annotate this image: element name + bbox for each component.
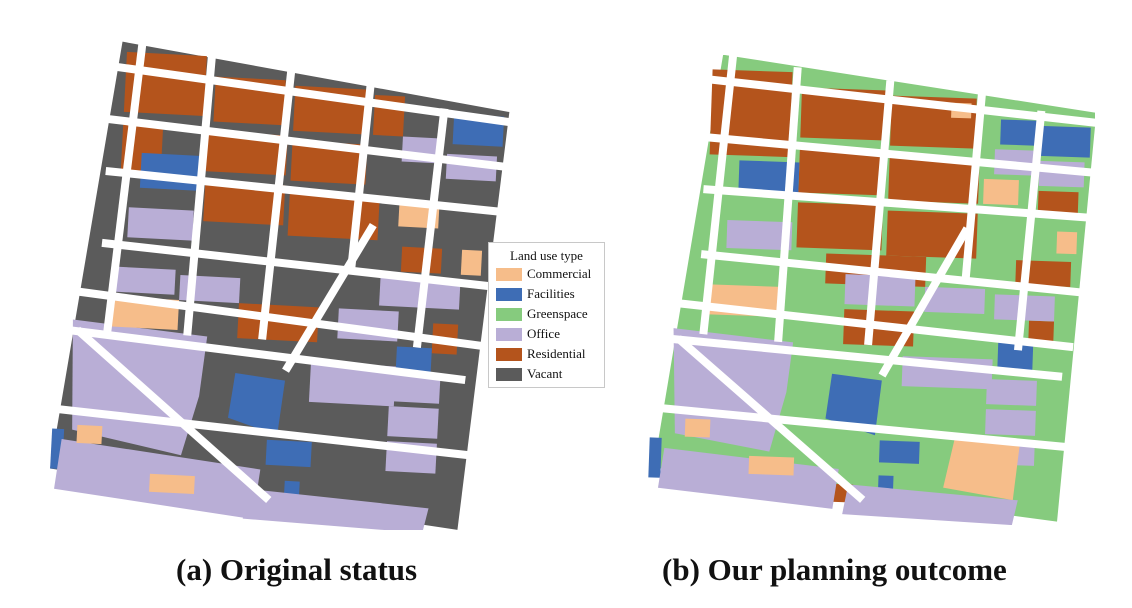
map-b-office-block	[924, 286, 986, 315]
legend-swatch-residential	[496, 347, 522, 361]
map-b-residential-block	[796, 202, 883, 251]
map-b-facilities-block	[825, 373, 882, 436]
map-a-office-block	[242, 488, 429, 530]
legend-swatch-office	[496, 327, 522, 341]
map-b-commercial-block	[684, 418, 711, 438]
map-b-residential-block	[798, 147, 885, 196]
map-a-office-block	[127, 207, 194, 241]
legend-swatch-vacant	[496, 367, 522, 381]
legend-item-commercial: Commercial	[496, 266, 591, 282]
map-a-facilities-block	[227, 373, 286, 436]
map-b-commercial-block	[983, 178, 1019, 206]
map-b-office-block	[844, 274, 916, 307]
legend-label: Vacant	[527, 366, 563, 381]
legend-item-office: Office	[496, 326, 560, 342]
map-b-facilities-block	[878, 440, 920, 464]
map-a-office-block	[387, 406, 439, 439]
map-a-commercial-block	[76, 424, 103, 445]
map-a-roads	[52, 42, 510, 503]
legend-item-facilities: Facilities	[496, 286, 575, 302]
map-b-roads	[655, 55, 1095, 503]
map-a-residential-block	[203, 181, 286, 226]
legend-item-residential: Residential	[496, 346, 586, 362]
land-use-legend: Land use type Commercial Facilities Gree…	[488, 242, 605, 388]
map-b-residential-block	[888, 155, 980, 204]
planning-outcome-map	[648, 55, 1095, 525]
map-a-office-block	[308, 361, 396, 407]
map-b-commercial-block	[1056, 231, 1078, 255]
map-b-office-block	[726, 219, 793, 251]
map-b-commercial-block	[748, 455, 795, 476]
map-a-facilities-block	[265, 439, 312, 468]
map-b-office-block	[986, 379, 1037, 406]
legend-title: Land use type	[510, 248, 583, 263]
map-b-office-block	[842, 484, 1018, 525]
map-b-facilities-block	[1000, 119, 1042, 146]
legend-swatch-facilities	[496, 287, 522, 301]
map-a-residential-block	[205, 131, 288, 176]
original-status-map	[50, 41, 510, 530]
map-b-facilities-block	[648, 437, 662, 478]
map-a-commercial-block	[149, 473, 195, 495]
map-a-residential-block	[400, 246, 443, 274]
legend-swatch-commercial	[496, 267, 522, 281]
legend-label: Residential	[527, 346, 586, 361]
legend-swatch-greenspace	[496, 307, 522, 321]
map-a-commercial-block	[460, 249, 483, 276]
map-b-facilities-block	[997, 339, 1034, 371]
map-a-office-block	[114, 266, 176, 295]
caption-original-status: (a) Original status	[176, 552, 418, 587]
legend-label: Facilities	[527, 286, 575, 301]
legend-label: Office	[527, 326, 560, 341]
map-b-office-block	[985, 409, 1036, 436]
map-b-office-block	[657, 447, 839, 509]
map-b-facilities-block	[738, 160, 800, 193]
map-b-facilities-block	[1039, 125, 1091, 158]
legend-item-greenspace: Greenspace	[496, 306, 588, 322]
legend-item-vacant: Vacant	[496, 366, 562, 382]
legend-label: Commercial	[527, 266, 592, 281]
caption-planning-outcome: (b) Our planning outcome	[662, 552, 1007, 587]
legend-label: Greenspace	[527, 306, 588, 321]
map-b-commercial-block	[943, 438, 1020, 501]
